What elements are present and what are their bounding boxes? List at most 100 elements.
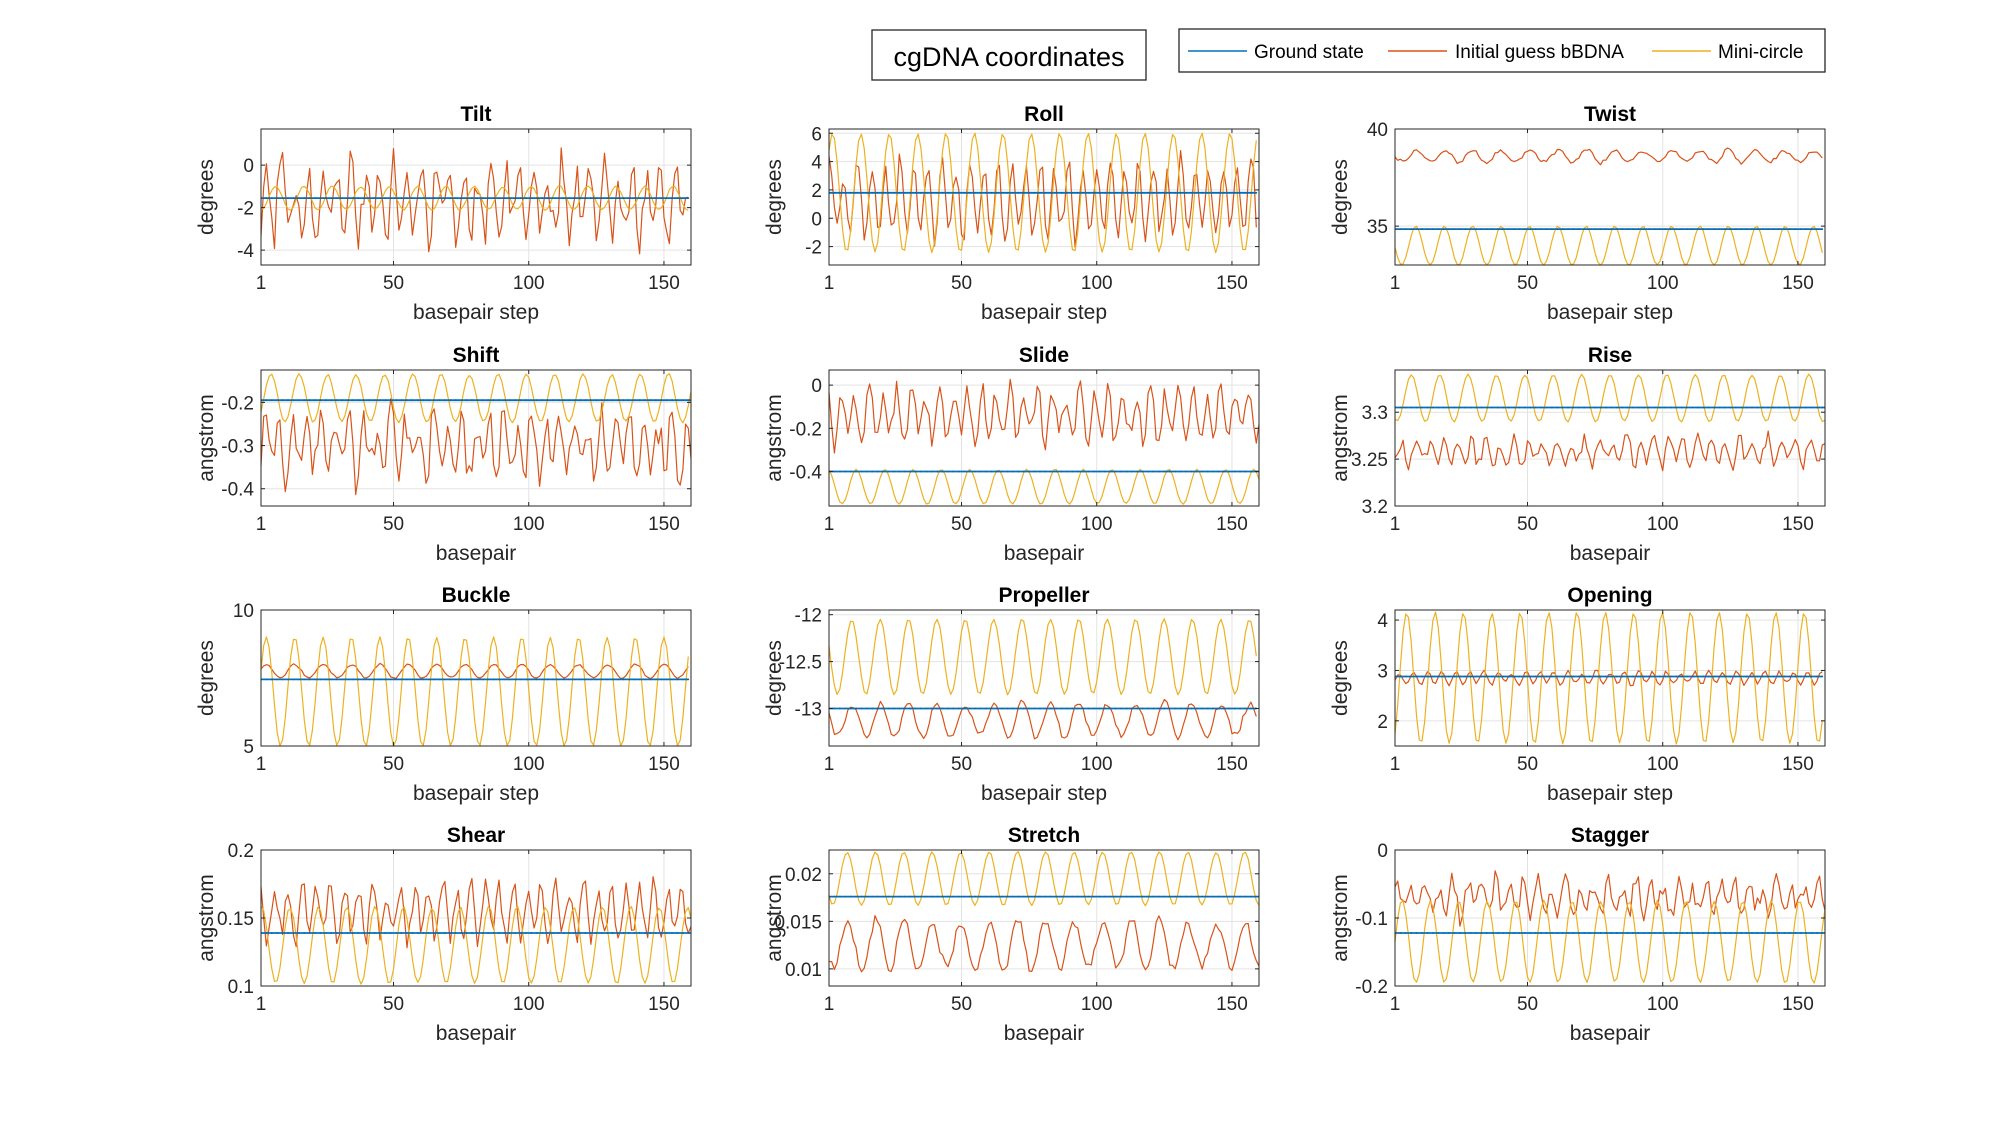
series-marker-ground-state [535,678,538,681]
series-marker-ground-state [1022,191,1025,194]
series-marker-ground-state [433,678,435,681]
series-marker-ground-state [525,678,527,681]
series-marker-ground-state [1060,191,1063,194]
series-marker-ground-state [1039,470,1041,473]
y-tick-label: 3 [1377,661,1388,682]
series-marker-ground-state [1174,895,1177,898]
x-tick-label: 100 [513,514,545,535]
series-marker-ground-state [1788,228,1791,231]
series-marker-ground-state [1805,406,1807,409]
series-marker-ground-state [1734,932,1737,934]
series-marker-ground-state [1734,406,1737,409]
x-axis-label: basepair step [1547,782,1673,805]
series-marker-ground-state [1513,675,1515,678]
series-marker-ground-state [1778,406,1780,409]
series-marker-ground-state [449,197,452,200]
series-marker-ground-state [968,470,971,473]
series-marker-ground-state [411,932,414,934]
series-marker-ground-state [1637,406,1640,409]
series-marker-ground-state [1772,228,1775,231]
series-marker-ground-state [876,191,879,194]
series-marker-ground-state [920,895,922,898]
y-tick-label: 0.2 [228,841,254,862]
series-marker-ground-state [1250,470,1252,473]
series-marker-ground-state [1168,191,1171,194]
y-tick-label: -0.3 [221,437,254,458]
series-marker-ground-state [1066,707,1068,710]
series-marker-ground-state [1475,406,1477,409]
series-marker-ground-state [541,399,544,402]
series-marker-ground-state [622,197,625,200]
series-marker-ground-state [276,197,279,200]
series-marker-ground-state [1131,470,1133,473]
series-marker-ground-state [1432,932,1434,934]
series-marker-ground-state [638,678,641,681]
series-marker-ground-state [481,197,484,200]
series-marker-ground-state [1772,932,1775,934]
series-marker-ground-state [855,895,857,898]
series-marker-ground-state [352,399,354,402]
series-marker-ground-state [617,932,619,934]
series-marker-ground-state [1653,932,1656,934]
series-marker-ground-state [552,197,554,200]
series-marker-ground-state [292,932,295,934]
series-marker-ground-state [1799,406,1802,409]
series-marker-ground-state [492,678,495,681]
series-marker-ground-state [395,932,398,934]
series-marker-ground-state [1605,406,1607,409]
series-marker-ground-state [498,399,500,402]
series-marker-ground-state [1702,406,1705,409]
series-line-initial-guess-bbdna [1395,430,1825,472]
series-marker-ground-state [1572,406,1575,409]
series-marker-ground-state [1114,707,1117,710]
series-marker-ground-state [665,932,668,934]
series-marker-ground-state [1713,406,1715,409]
series-marker-ground-state [325,932,327,934]
series-marker-ground-state [649,678,652,681]
series-marker-ground-state [633,678,636,681]
y-tick-label: 5 [243,737,254,758]
series-marker-ground-state [1076,470,1079,473]
series-group [829,618,1258,741]
series-marker-ground-state [1469,406,1472,409]
series-marker-ground-state [595,197,598,200]
series-marker-ground-state [644,197,646,200]
series-marker-ground-state [1707,228,1710,231]
series-marker-ground-state [903,895,906,898]
series-marker-ground-state [1410,406,1413,409]
series-marker-ground-state [362,932,365,934]
series-marker-ground-state [1060,707,1063,710]
y-tick-label: 0 [811,376,822,397]
series-marker-ground-state [871,895,874,898]
series-marker-ground-state [265,932,268,934]
series-marker-ground-state [1523,228,1526,231]
series-marker-ground-state [1632,675,1634,678]
x-tick-label: 50 [1517,273,1538,294]
subplot-title: Twist [1584,103,1636,126]
series-marker-ground-state [914,191,917,194]
series-marker-ground-state [887,191,890,194]
series-marker-ground-state [1195,470,1198,473]
series-marker-ground-state [1453,406,1456,409]
series-marker-ground-state [1469,228,1472,231]
series-marker-ground-state [1491,406,1494,409]
series-marker-ground-state [438,197,441,200]
series-marker-ground-state [649,197,652,200]
series-marker-ground-state [1707,406,1710,409]
series-marker-ground-state [676,932,679,934]
series-marker-ground-state [1513,932,1515,934]
series-marker-ground-state [676,678,679,681]
subplot-stretch: 1 50 100 1500.010.0150.02Stretchbasepairang… [763,824,1260,1045]
series-marker-ground-state [671,399,673,402]
series-marker-ground-state [384,399,387,402]
series-marker-ground-state [1669,406,1672,409]
series-marker-ground-state [1233,895,1236,898]
series-marker-ground-state [1648,675,1651,678]
series-marker-ground-state [1228,470,1231,473]
series-marker-ground-state [292,399,295,402]
series-marker-ground-state [1496,675,1499,678]
series-marker-ground-state [362,678,365,681]
series-marker-ground-state [1648,932,1651,934]
